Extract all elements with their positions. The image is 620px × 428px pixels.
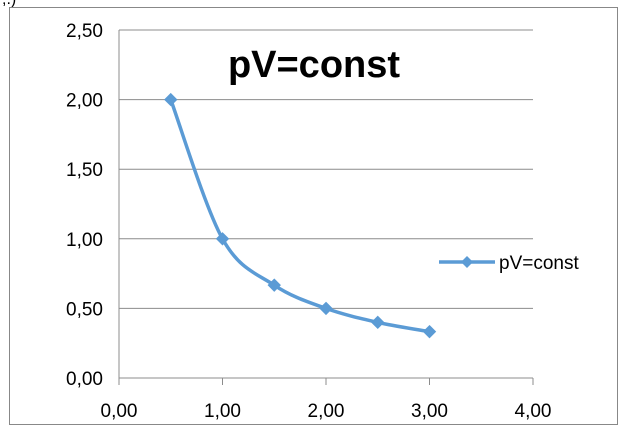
data-point-0 <box>164 92 178 107</box>
legend: pV=const <box>439 253 579 274</box>
chart-area <box>9 7 618 425</box>
y-tick-label-2: 1,00 <box>66 230 103 251</box>
y-tick-label-0: 0,00 <box>66 369 103 390</box>
y-tick-label-4: 2,00 <box>66 91 103 112</box>
legend-label: pV=const <box>499 253 579 274</box>
y-tick-labels: 0,00 0,50 1,00 1,50 2,00 2,50 <box>66 21 103 390</box>
data-point-2 <box>267 278 281 292</box>
y-tick-label-3: 1,50 <box>66 160 103 181</box>
x-tick-label-0: 0,00 <box>101 401 138 422</box>
x-tick-label-4: 4,00 <box>515 401 552 422</box>
data-point-3 <box>319 301 333 316</box>
axes <box>118 30 534 385</box>
data-point-4 <box>371 315 385 330</box>
x-tick-label-1: 1,00 <box>204 401 241 422</box>
x-tick-labels: 0,00 1,00 2,00 3,00 4,00 <box>101 401 552 422</box>
data-point-1 <box>215 232 230 246</box>
top-text-fragment: ,.) <box>2 0 16 9</box>
series-line-0 <box>169 98 430 334</box>
chart-title: pV=const <box>228 44 400 86</box>
y-tick-label-5: 2,50 <box>66 21 103 42</box>
series-layer <box>164 92 437 339</box>
legend-marker <box>461 256 473 268</box>
y-tick-label-1: 0,50 <box>66 299 103 320</box>
data-point-5 <box>422 324 437 339</box>
x-tick-label-3: 3,00 <box>411 401 448 422</box>
x-tick-label-2: 2,00 <box>308 401 345 422</box>
